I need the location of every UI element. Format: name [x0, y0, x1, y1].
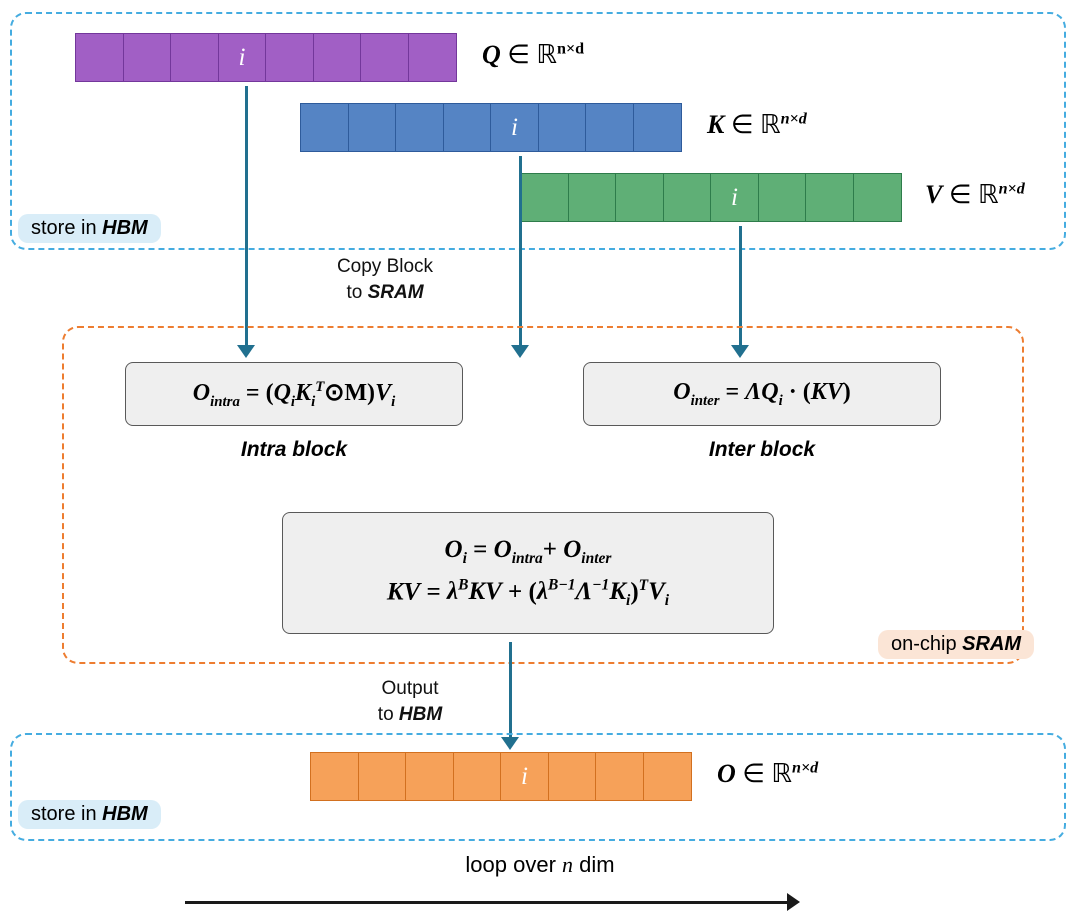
matrix-cell: [360, 33, 409, 82]
matrix-cell: [357, 752, 407, 801]
arrow-head-icon: [501, 737, 519, 750]
sram-box: [62, 326, 1024, 664]
matrix-cell: [662, 173, 712, 222]
arrow-shaft: [738, 226, 742, 347]
inter-formula: Ointer = ΛQi · (KV): [673, 378, 851, 409]
matrix-cell: [537, 103, 587, 152]
copy-arrow-q: [237, 86, 255, 358]
k-block-row: i: [300, 103, 682, 152]
matrix-cell: [567, 173, 617, 222]
loop-note: loop over n dim: [465, 852, 615, 877]
copy-arrow-k: [511, 156, 529, 358]
matrix-cell: [265, 33, 314, 82]
matrix-cell: [407, 33, 457, 82]
matrix-cell: [122, 33, 172, 82]
intra-formula: Ointra = (QiKiT⊙M)Vi: [192, 378, 396, 410]
matrix-cell: i: [500, 752, 549, 801]
hbm-top-box: [10, 12, 1066, 250]
matrix-cell: [852, 173, 902, 222]
arrow-shaft: [185, 900, 788, 904]
kv-update-formula: KV = λBKV + (λB−1Λ−1Ki)TVi: [386, 576, 670, 610]
arrow-shaft: [244, 86, 248, 347]
inter-formula-box: Ointer = ΛQi · (KV): [583, 362, 941, 426]
matrix-cell: i: [710, 173, 759, 222]
o-block-row: i: [310, 752, 692, 801]
combine-formula-box: Oi = Ointra+ Ointer KV = λBKV + (λB−1Λ−1…: [282, 512, 774, 634]
matrix-cell: [757, 173, 807, 222]
matrix-cell: [547, 752, 597, 801]
arrow-head-icon: [511, 345, 529, 358]
v-block-row: i: [520, 173, 902, 222]
arrow-head-icon: [787, 893, 800, 911]
matrix-cell: [75, 33, 124, 82]
matrix-cell: [312, 33, 362, 82]
matrix-cell: [632, 103, 682, 152]
o-label: O ∈ ℝn×d: [717, 759, 819, 788]
matrix-cell: [442, 103, 492, 152]
hbm-bottom-box: [10, 733, 1066, 841]
arrow-shaft: [518, 156, 522, 347]
intra-formula-box: Ointra = (QiKiT⊙M)Vi: [125, 362, 463, 426]
matrix-cell: [585, 103, 634, 152]
matrix-cell: [595, 752, 644, 801]
arrow-shaft: [508, 642, 512, 739]
v-label: V ∈ ℝn×d: [925, 180, 1025, 209]
matrix-cell: [615, 173, 664, 222]
matrix-cell: [310, 752, 359, 801]
matrix-cell: [395, 103, 444, 152]
store-in-hbm-label-top: store in HBM: [18, 214, 161, 243]
on-chip-sram-label: on-chip SRAM: [878, 630, 1035, 659]
matrix-cell: i: [490, 103, 539, 152]
inter-block-caption: Inter block: [708, 438, 816, 461]
arrow-head-icon: [731, 345, 749, 358]
matrix-cell: [170, 33, 219, 82]
copy-arrow-v: [731, 226, 749, 358]
matrix-cell: [805, 173, 854, 222]
matrix-cell: [405, 752, 454, 801]
copy-block-note: Copy Block to SRAM: [336, 256, 434, 303]
intra-block-caption: Intra block: [240, 438, 348, 461]
matrix-cell: [347, 103, 397, 152]
matrix-cell: [300, 103, 349, 152]
q-label: Q ∈ ℝn×d: [482, 40, 585, 69]
q-block-row: i: [75, 33, 457, 82]
arrow-head-icon: [237, 345, 255, 358]
store-in-hbm-label-bottom: store in HBM: [18, 800, 161, 829]
matrix-cell: i: [217, 33, 267, 82]
loop-arrow: [185, 893, 800, 911]
combine-formula: Oi = Ointra+ Ointer: [444, 535, 612, 567]
output-note: Output to HBM: [377, 678, 443, 725]
output-arrow: [501, 642, 519, 750]
k-label: K ∈ ℝn×d: [707, 110, 807, 139]
matrix-cell: [452, 752, 502, 801]
matrix-cell: [642, 752, 692, 801]
